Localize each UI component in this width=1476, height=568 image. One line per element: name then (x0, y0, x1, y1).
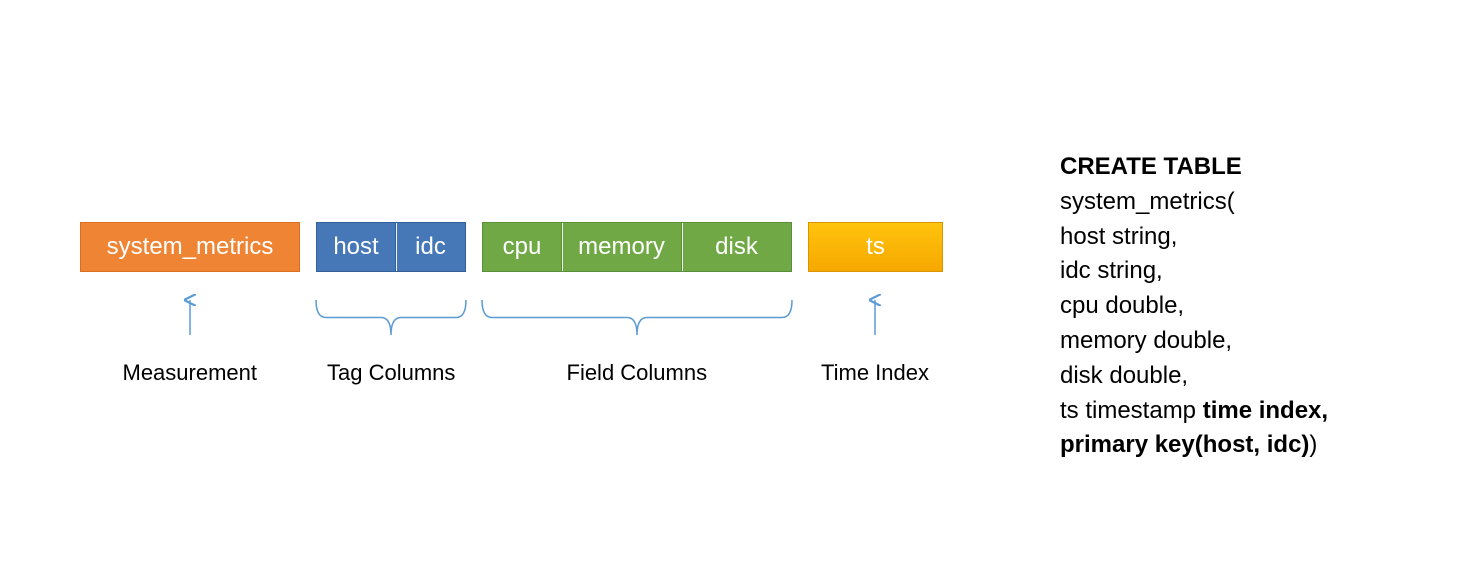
sql-definition: CREATE TABLEsystem_metrics(host string,i… (1060, 150, 1328, 463)
measurement-label: Measurement (123, 360, 258, 386)
tag-columns-label: Tag Columns (327, 360, 455, 386)
field-columns-label: Field Columns (567, 360, 708, 386)
time-index-label: Time Index (821, 360, 929, 386)
diagram-canvas: system_metrics host idc cpu memory disk … (0, 0, 1476, 568)
